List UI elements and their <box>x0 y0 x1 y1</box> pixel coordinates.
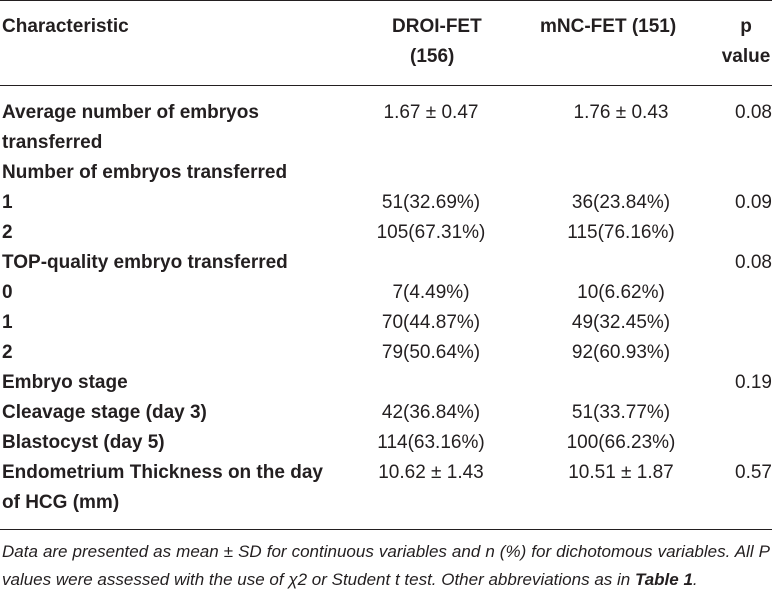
row-label: Average number of embryos transferred <box>2 102 259 153</box>
row-droi-value: 114(63.16%) <box>377 432 485 453</box>
header-rule <box>0 85 772 86</box>
table-bottom-rule <box>0 529 772 530</box>
row-droi-value: 7(4.49%) <box>392 282 470 303</box>
row-p-value: 0.09 <box>735 192 772 213</box>
row-label: 2 <box>2 222 13 243</box>
footnote-table-ref: Table 1 <box>634 570 693 589</box>
header-droi-line1: DROI-FET <box>392 16 482 37</box>
row-label: 1 <box>2 312 13 333</box>
row-droi-value: 70(44.87%) <box>381 312 481 333</box>
row-mnc-value: 10.51 ± 1.87 <box>568 462 674 483</box>
row-mnc-value: 1.76 ± 0.43 <box>573 102 669 123</box>
row-mnc-value: 49(32.45%) <box>571 312 671 333</box>
row-mnc-value: 92(60.93%) <box>571 342 671 363</box>
row-mnc-value: 115(76.16%) <box>567 222 675 243</box>
header-p-value: p value <box>720 12 772 72</box>
footnote-text: Data are presented as mean ± SD for cont… <box>2 542 770 589</box>
row-label: Blastocyst (day 5) <box>2 432 165 453</box>
row-mnc-value: 10(6.62%) <box>577 282 665 303</box>
header-mnc-fet: mNC-FET (151) <box>540 16 677 37</box>
row-label: Number of embryos transferred <box>2 162 288 183</box>
header-p-line1: p <box>740 16 752 37</box>
header-droi-fet: DROI-FET (156) <box>392 12 502 72</box>
row-p-value: 0.08 <box>735 102 772 123</box>
header-p-line2: value <box>721 46 771 67</box>
row-label: 0 <box>2 282 13 303</box>
row-label: 2 <box>2 342 13 363</box>
row-droi-value: 10.62 ± 1.43 <box>378 462 484 483</box>
row-mnc-value: 36(23.84%) <box>571 192 671 213</box>
row-mnc-value: 51(33.77%) <box>571 402 671 423</box>
table-footnote: Data are presented as mean ± SD for cont… <box>2 538 770 594</box>
row-label: Cleavage stage (day 3) <box>2 402 207 423</box>
row-p-value: 0.57 <box>735 462 772 483</box>
row-droi-value: 1.67 ± 0.47 <box>383 102 479 123</box>
row-label: Embryo stage <box>2 372 128 393</box>
row-droi-value: 42(36.84%) <box>381 402 481 423</box>
row-p-value: 0.19 <box>735 372 772 393</box>
row-label: 1 <box>2 192 13 213</box>
row-droi-value: 51(32.69%) <box>381 192 481 213</box>
row-p-value: 0.08 <box>735 252 772 273</box>
row-label: TOP-quality embryo transferred <box>2 252 288 273</box>
row-droi-value: 79(50.64%) <box>381 342 481 363</box>
row-mnc-value: 100(66.23%) <box>566 432 676 453</box>
header-droi-line2: (156) <box>410 46 455 67</box>
header-characteristic: Characteristic <box>2 16 129 37</box>
table-top-rule <box>0 0 772 1</box>
footnote-end: . <box>692 570 698 589</box>
row-label: Endometrium Thickness on the day of HCG … <box>2 462 323 513</box>
row-droi-value: 105(67.31%) <box>376 222 486 243</box>
